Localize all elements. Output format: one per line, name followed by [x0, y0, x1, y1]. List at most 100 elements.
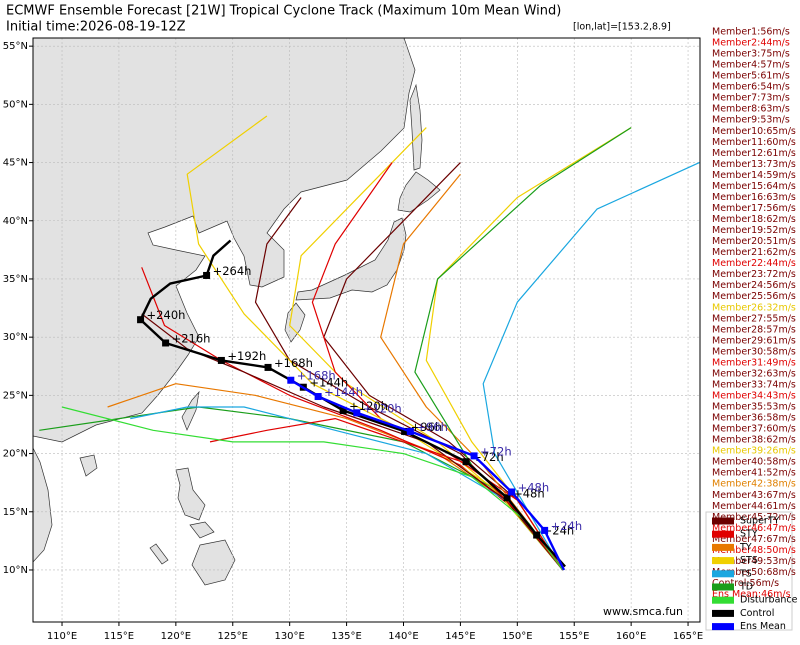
- legend-swatch: [712, 596, 734, 604]
- track-point: [339, 406, 347, 414]
- cursor-readout: [lon,lat]=[153.2,8.9]: [573, 22, 671, 33]
- legend-swatch: [712, 543, 734, 551]
- legend-label: TY: [739, 542, 752, 553]
- member-entry: Member39:26m/s: [712, 446, 796, 457]
- visayas: [189, 521, 215, 539]
- legend-label: Disturbance: [740, 595, 798, 606]
- legend-swatch: [712, 530, 734, 538]
- legend-label: SuperTY: [740, 516, 780, 527]
- control-track: [139, 239, 566, 568]
- track-point: [406, 427, 414, 435]
- time-label: +24h: [551, 519, 583, 533]
- member-entry: Member6:54m/s: [712, 82, 790, 93]
- track-point: [137, 316, 145, 324]
- member-entry: Member16:63m/s: [712, 192, 796, 203]
- land: [33, 38, 441, 586]
- member-entry: Member24:56m/s: [712, 280, 796, 291]
- member-entry: Member47:67m/s: [712, 534, 796, 545]
- time-label: +72h: [480, 444, 512, 458]
- time-label: +192h: [227, 349, 266, 363]
- member-entry: Member48:50m/s: [712, 545, 796, 556]
- legend-swatch: [712, 609, 734, 617]
- track-point: [162, 339, 170, 347]
- member-entry: Member45:72m/s: [712, 512, 796, 523]
- hainan: [79, 454, 98, 477]
- y-tick-label: 45°N: [3, 158, 28, 169]
- legend-label: Control: [740, 608, 774, 619]
- x-tick-label: 135°E: [331, 631, 361, 642]
- track-point: [203, 271, 211, 279]
- member-entry: Member28:57m/s: [712, 324, 796, 335]
- member-track: [323, 162, 564, 571]
- track-point: [401, 427, 409, 435]
- honshu: [295, 217, 407, 301]
- member-entry: Member1:56m/s: [712, 27, 790, 38]
- x-tick-label: 120°E: [161, 631, 191, 642]
- time-label: +96h: [416, 420, 448, 434]
- member-entry: Member2:44m/s: [712, 38, 790, 49]
- time-label: +216h: [172, 331, 211, 345]
- time-label: +48h: [518, 480, 550, 494]
- time-label: +96h: [411, 420, 443, 434]
- member-entry: Member27:55m/s: [712, 313, 796, 324]
- legend-label: TD: [739, 582, 753, 593]
- legend-swatch: [712, 623, 734, 631]
- track-point: [541, 526, 549, 534]
- member-entry: Member3:75m/s: [712, 49, 790, 60]
- member-entry: Member34:43m/s: [712, 390, 796, 401]
- x-tick-label: 130°E: [274, 631, 304, 642]
- y-tick-label: 15°N: [3, 507, 28, 518]
- member-entry: Member41:52m/s: [712, 468, 796, 479]
- legend-label: TS: [739, 568, 752, 579]
- legend-swatch: [712, 570, 734, 578]
- member-entry: Member5:61m/s: [712, 71, 790, 82]
- watermark: www.smca.fun: [603, 605, 683, 618]
- x-tick-label: 110°E: [47, 631, 77, 642]
- member-track: [311, 162, 564, 571]
- member-entry: Member32:63m/s: [712, 368, 796, 379]
- time-label: +240h: [147, 308, 186, 322]
- time-label: +48h: [513, 486, 545, 500]
- member-entry: Member26:32m/s: [712, 302, 796, 313]
- member-entry: Member29:61m/s: [712, 335, 796, 346]
- member-entry: Member49:53m/s: [712, 556, 796, 567]
- time-label: +24h: [543, 524, 575, 538]
- kyushu: [284, 302, 306, 343]
- mindanao: [191, 539, 236, 586]
- member-entry: Member19:52m/s: [712, 225, 796, 236]
- member-entry: Control:56m/s: [712, 578, 779, 589]
- legend-swatch: [712, 583, 734, 591]
- palawan: [149, 543, 169, 565]
- member-entry: Member42:38m/s: [712, 479, 796, 490]
- member-entry: Member9:53m/s: [712, 115, 790, 126]
- track-point: [462, 458, 470, 466]
- tracks: +24h+48h+72h+96h+120h+144h+168h+192h+216…: [33, 38, 700, 622]
- track-point: [508, 488, 516, 496]
- time-label: +168h: [297, 369, 336, 383]
- member-track: [289, 127, 564, 571]
- member-track: [186, 115, 564, 571]
- member-entry: Member35:53m/s: [712, 402, 796, 413]
- track-point: [314, 393, 322, 401]
- member-entry: Member14:59m/s: [712, 170, 796, 181]
- member-entry: Member50:68m/s: [712, 567, 796, 578]
- x-tick-label: 160°E: [616, 631, 646, 642]
- track-point: [533, 531, 541, 539]
- track-point: [470, 452, 478, 460]
- y-tick-label: 35°N: [3, 274, 28, 285]
- member-entry: Member37:60m/s: [712, 424, 796, 435]
- member-entry: Member21:62m/s: [712, 247, 796, 258]
- track-point: [264, 363, 272, 371]
- member-entry: Member25:56m/s: [712, 291, 796, 302]
- time-label: +144h: [324, 385, 363, 399]
- chart-subtitle: Initial time:2026-08-19-12Z: [6, 20, 186, 35]
- taiwan: [181, 390, 200, 431]
- member-entry: Member43:67m/s: [712, 490, 796, 501]
- track-point: [353, 409, 361, 417]
- legend-label: STY: [740, 529, 758, 540]
- y-tick-label: 55°N: [3, 41, 28, 52]
- member-entry: Member17:56m/s: [712, 203, 796, 214]
- legend-swatch: [712, 557, 734, 565]
- legend-label: STS: [740, 555, 758, 566]
